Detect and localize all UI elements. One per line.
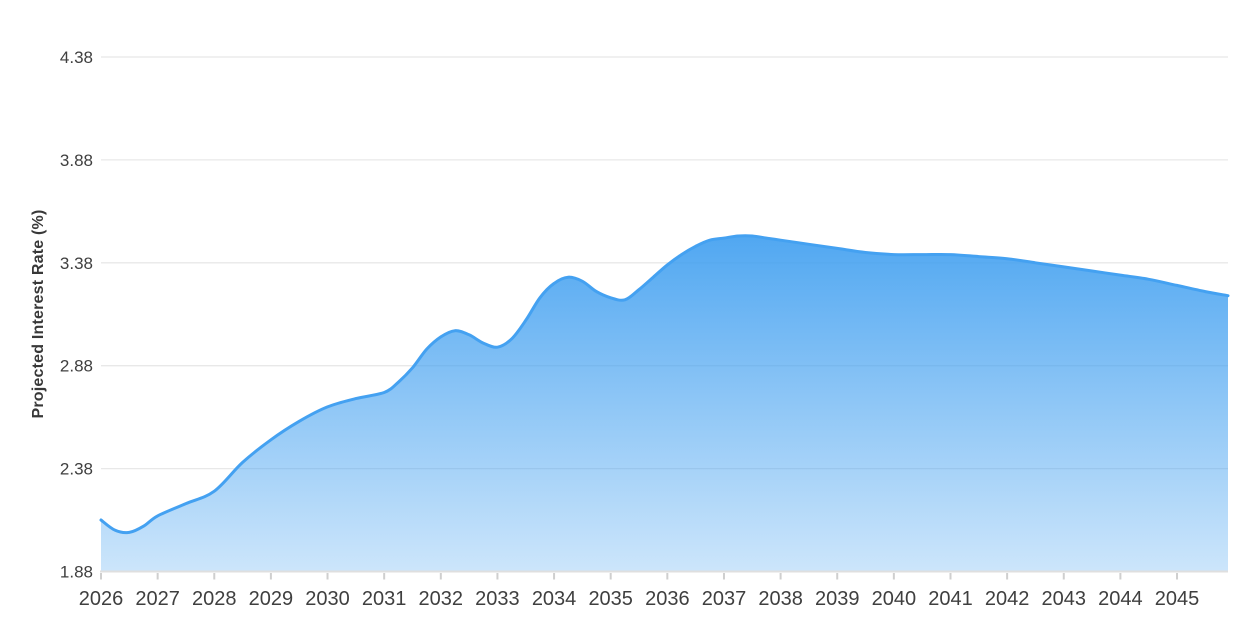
y-tick-label: 1.88 bbox=[60, 563, 93, 582]
y-tick-label: 4.38 bbox=[60, 48, 93, 67]
x-tick-label: 2039 bbox=[815, 588, 860, 610]
y-tick-label: 2.88 bbox=[60, 357, 93, 376]
x-tick-label: 2038 bbox=[758, 588, 803, 610]
x-tick-label: 2029 bbox=[249, 588, 294, 610]
x-tick-label: 2028 bbox=[192, 588, 237, 610]
x-tick-label: 2026 bbox=[79, 588, 124, 610]
x-tick-label: 2031 bbox=[362, 588, 407, 610]
area-fill bbox=[101, 235, 1228, 571]
x-tick-label: 2030 bbox=[305, 588, 350, 610]
area-line bbox=[99, 234, 1230, 535]
x-tick-label: 2035 bbox=[588, 588, 633, 610]
x-tick-label: 2036 bbox=[645, 588, 690, 610]
x-tick-label: 2042 bbox=[985, 588, 1030, 610]
x-tick-label: 2027 bbox=[135, 588, 180, 610]
x-tick-label: 2045 bbox=[1155, 588, 1200, 610]
y-tick-label: 3.38 bbox=[60, 254, 93, 273]
x-tick-label: 2037 bbox=[702, 588, 747, 610]
x-tick-label: 2034 bbox=[532, 588, 577, 610]
x-tick-label: 2032 bbox=[419, 588, 464, 610]
x-tick-label: 2043 bbox=[1042, 588, 1087, 610]
x-tick-label: 2040 bbox=[872, 588, 917, 610]
y-axis-title: Projected Interest Rate (%) bbox=[30, 209, 47, 419]
y-tick-label: 3.88 bbox=[60, 151, 93, 170]
x-tick-label: 2033 bbox=[475, 588, 520, 610]
x-tick-label: 2041 bbox=[928, 588, 973, 610]
y-tick-label: 2.38 bbox=[60, 460, 93, 479]
x-tick-label: 2044 bbox=[1098, 588, 1143, 610]
